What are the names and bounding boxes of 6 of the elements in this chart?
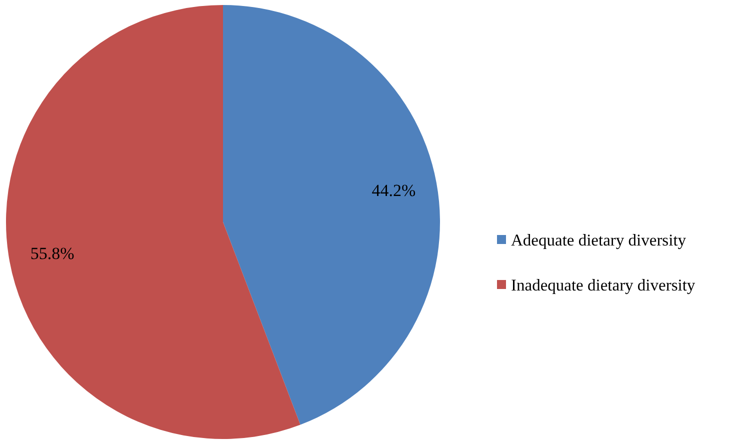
legend-label: Adequate dietary diversity bbox=[511, 230, 687, 250]
data-label: 55.8% bbox=[30, 244, 74, 263]
pie-slice bbox=[6, 5, 300, 439]
legend-label: Inadequate dietary diversity bbox=[511, 276, 696, 294]
pie-slice bbox=[223, 5, 440, 425]
data-label: 44.2% bbox=[372, 181, 416, 200]
